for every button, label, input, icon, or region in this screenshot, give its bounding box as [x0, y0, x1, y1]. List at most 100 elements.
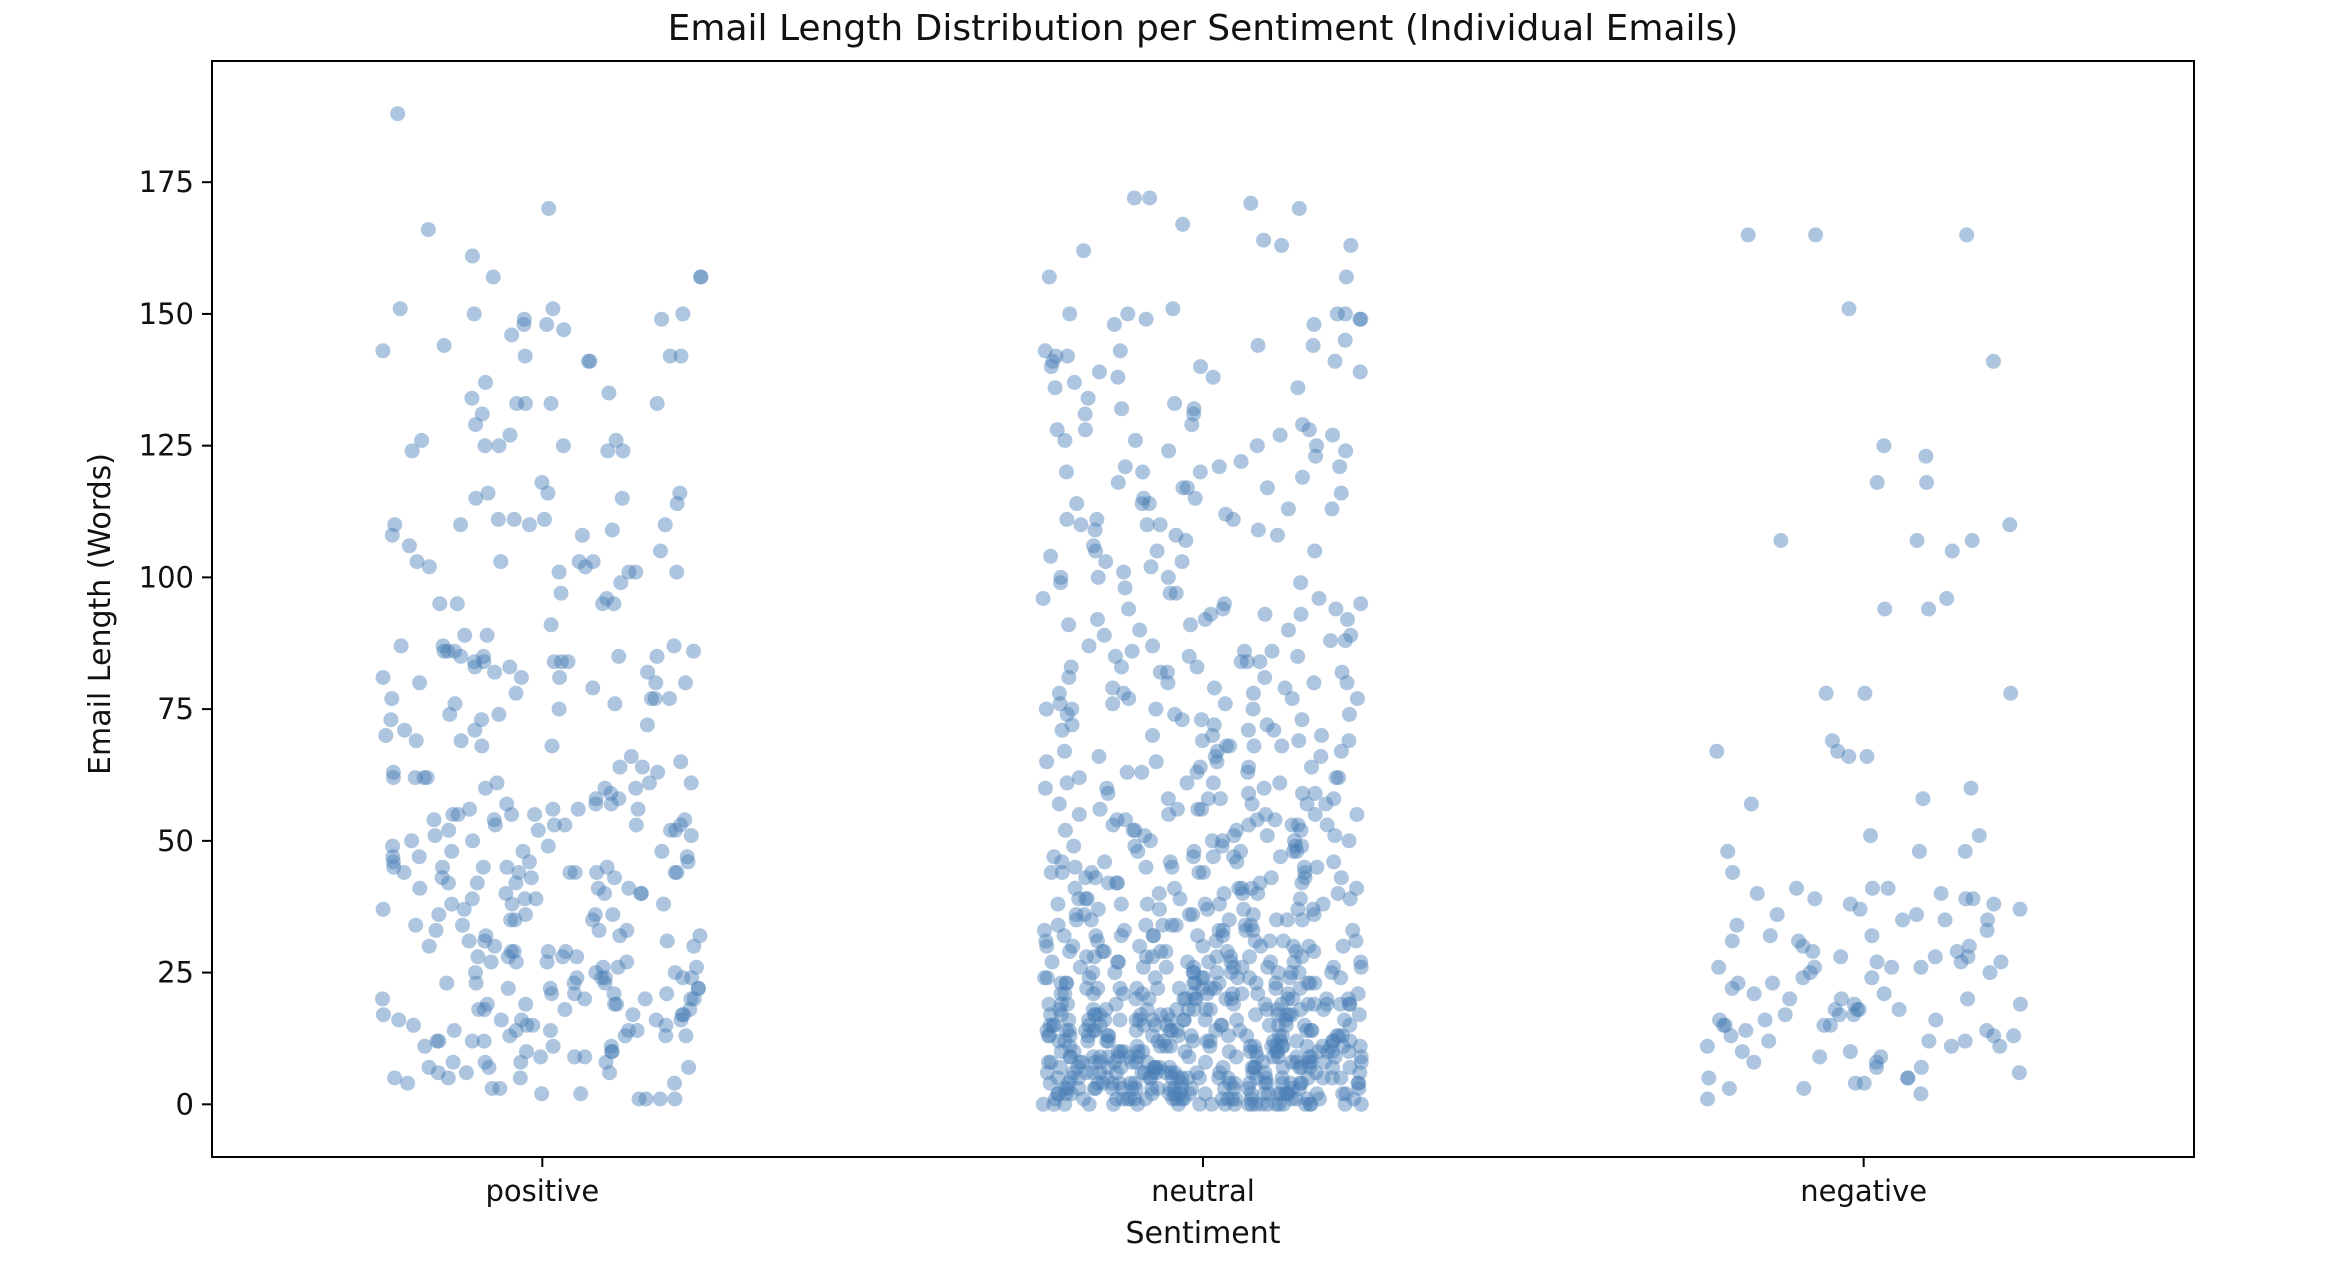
data-point-neutral-670 [1152, 1059, 1168, 1075]
data-point-positive-26 [464, 390, 480, 406]
data-point-neutral-522 [1081, 1012, 1096, 1028]
data-point-negative-79 [1876, 986, 1892, 1002]
data-point-neutral-125 [1343, 627, 1359, 643]
data-point-positive-279 [609, 996, 625, 1012]
data-point-neutral-785 [1127, 1091, 1143, 1107]
data-point-neutral-27 [1048, 348, 1064, 364]
data-point-negative-107 [1992, 1038, 2008, 1054]
data-point-neutral-292 [1263, 870, 1279, 886]
y-tick-label-25: 25 [157, 956, 194, 990]
data-point-neutral-407 [1260, 959, 1276, 975]
data-point-neutral-702 [1315, 1070, 1331, 1086]
data-point-positive-42 [534, 475, 550, 490]
data-point-positive-71 [613, 575, 629, 591]
data-point-neutral-71 [1333, 485, 1349, 501]
data-point-negative-30 [1720, 843, 1736, 859]
data-point-neutral-677 [1302, 1059, 1318, 1075]
data-point-negative-68 [1884, 959, 1900, 975]
data-point-neutral-152 [1277, 680, 1293, 696]
data-point-neutral-826 [1337, 1096, 1353, 1112]
data-point-positive-202 [440, 875, 456, 891]
data-point-neutral-355 [1215, 928, 1231, 944]
data-point-neutral-749 [1114, 1081, 1130, 1096]
data-point-neutral-173 [1064, 717, 1080, 733]
data-point-negative-112 [1873, 1049, 1889, 1065]
data-point-positive-232 [612, 928, 628, 944]
data-point-neutral-458 [1350, 986, 1366, 1002]
data-point-positive-103 [375, 670, 391, 685]
data-point-neutral-80 [1059, 511, 1075, 527]
data-point-positive-254 [468, 965, 483, 981]
data-point-neutral-285 [1054, 865, 1070, 880]
data-point-neutral-233 [1071, 807, 1087, 822]
data-point-neutral-339 [1269, 912, 1284, 928]
data-point-neutral-632 [1121, 1049, 1137, 1065]
data-point-neutral-336 [1294, 912, 1310, 928]
data-point-neutral-213 [1037, 780, 1053, 796]
data-point-neutral-515 [1133, 1007, 1149, 1023]
data-point-positive-336 [400, 1075, 416, 1091]
data-point-positive-301 [621, 1023, 636, 1038]
data-point-neutral-487 [1306, 996, 1322, 1012]
data-point-neutral-711 [1141, 1070, 1157, 1086]
data-point-neutral-400 [1286, 954, 1302, 970]
data-point-positive-130 [612, 759, 628, 775]
data-point-neutral-777 [1064, 1086, 1079, 1102]
data-point-neutral-274 [1097, 854, 1113, 870]
data-point-neutral-812 [1130, 1096, 1146, 1112]
data-point-neutral-112 [1215, 601, 1231, 617]
data-point-neutral-226 [1244, 796, 1260, 812]
data-point-positive-323 [477, 1054, 493, 1070]
data-point-negative-23 [1859, 749, 1875, 764]
data-point-positive-20 [673, 348, 689, 364]
data-point-neutral-16 [1352, 311, 1368, 327]
data-point-neutral-649 [1198, 1054, 1213, 1070]
data-point-negative-121 [1701, 1070, 1717, 1086]
data-point-neutral-57 [1338, 443, 1354, 459]
data-point-neutral-122 [1183, 617, 1198, 633]
data-point-positive-93 [553, 654, 569, 670]
data-point-positive-120 [639, 717, 655, 733]
data-point-positive-295 [673, 1012, 689, 1028]
data-point-neutral-409 [1326, 959, 1342, 975]
data-point-neutral-362 [1348, 933, 1364, 949]
data-point-neutral-766 [1167, 1086, 1183, 1102]
data-point-neutral-517 [1097, 1012, 1113, 1028]
data-point-neutral-205 [1071, 770, 1087, 786]
data-point-positive-321 [567, 1049, 583, 1065]
data-point-negative-14 [1939, 591, 1955, 606]
data-point-neutral-383 [1288, 944, 1304, 959]
data-point-positive-118 [474, 712, 489, 728]
data-point-neutral-46 [1184, 417, 1200, 433]
data-point-neutral-28 [1045, 353, 1061, 369]
data-point-positive-157 [504, 807, 520, 822]
data-point-neutral-505 [1153, 1007, 1169, 1023]
data-point-neutral-723 [1042, 1075, 1058, 1091]
data-point-neutral-154 [1116, 685, 1132, 701]
data-point-neutral-789 [1168, 1091, 1184, 1107]
data-point-neutral-117 [1257, 606, 1273, 622]
data-point-positive-244 [555, 949, 571, 965]
data-point-positive-238 [487, 938, 503, 954]
data-point-neutral-321 [1211, 896, 1227, 912]
data-point-positive-151 [462, 801, 477, 817]
data-point-positive-305 [658, 1028, 674, 1044]
data-point-neutral-575 [1145, 1028, 1161, 1044]
data-point-neutral-446 [1150, 980, 1166, 996]
data-point-positive-223 [507, 912, 523, 928]
data-point-positive-233 [659, 933, 675, 949]
data-point-neutral-4 [1175, 216, 1191, 232]
data-point-positive-8 [392, 301, 408, 317]
data-point-neutral-77 [1324, 501, 1340, 517]
data-point-neutral-721 [1061, 1075, 1077, 1091]
data-point-neutral-783 [1220, 1091, 1236, 1107]
data-point-positive-131 [634, 759, 650, 775]
data-point-positive-102 [513, 670, 529, 685]
data-point-negative-101 [2006, 1028, 2022, 1044]
data-point-neutral-380 [1062, 944, 1078, 959]
data-point-neutral-477 [1041, 996, 1057, 1012]
data-point-positive-193 [667, 865, 683, 880]
data-point-neutral-201 [1134, 764, 1150, 780]
data-point-neutral-601 [1299, 1038, 1315, 1054]
data-point-negative-88 [1849, 1002, 1865, 1017]
